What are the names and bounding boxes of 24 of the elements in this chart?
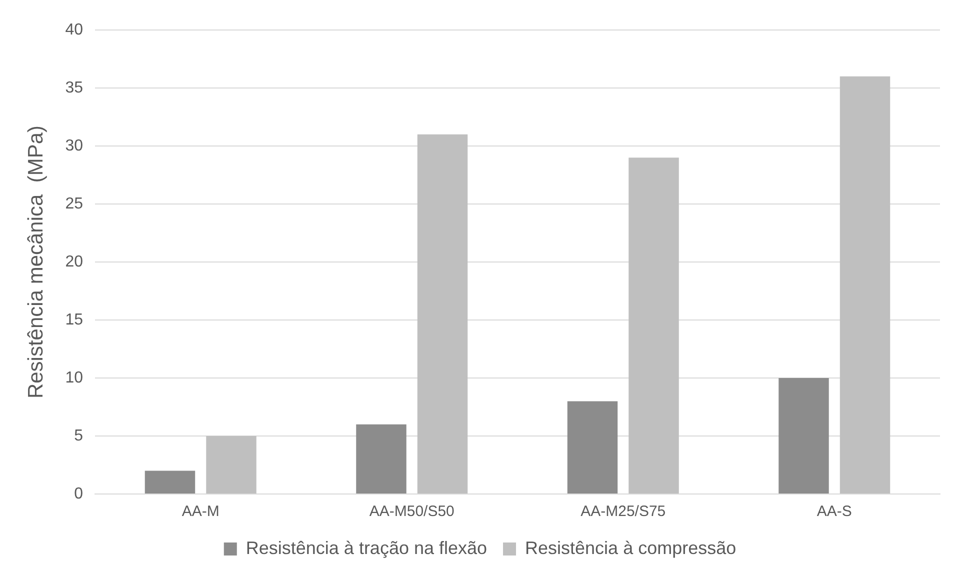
bar (778, 378, 829, 494)
y-tick-label: 40 (65, 21, 84, 38)
bar (356, 424, 406, 494)
y-tick-label: 10 (65, 369, 84, 386)
x-tick-label: AA-M25/S75 (580, 503, 666, 520)
y-tick-label: 5 (74, 427, 84, 444)
legend-label: Resistência à compressão (525, 538, 736, 558)
bar (144, 470, 196, 494)
x-tick-label: AA-S (816, 503, 852, 520)
bar (628, 158, 679, 494)
bar (840, 76, 890, 494)
x-tick-label: AA-M50/S50 (369, 503, 454, 520)
y-tick-label: 35 (65, 79, 84, 96)
y-tick-label: 0 (74, 485, 84, 502)
y-axis-title: Resistência mecânica (MPa) (24, 125, 48, 399)
bar (567, 401, 618, 494)
bar (206, 436, 256, 494)
y-tick-label: 15 (65, 311, 84, 328)
bar (417, 134, 468, 494)
x-tick-label: AA-M (182, 503, 220, 520)
legend-label: Resistência à tração na flexão (246, 538, 488, 558)
y-tick-label: 30 (65, 137, 84, 154)
y-tick-label: 25 (65, 195, 84, 212)
y-tick-label: 20 (65, 253, 84, 270)
